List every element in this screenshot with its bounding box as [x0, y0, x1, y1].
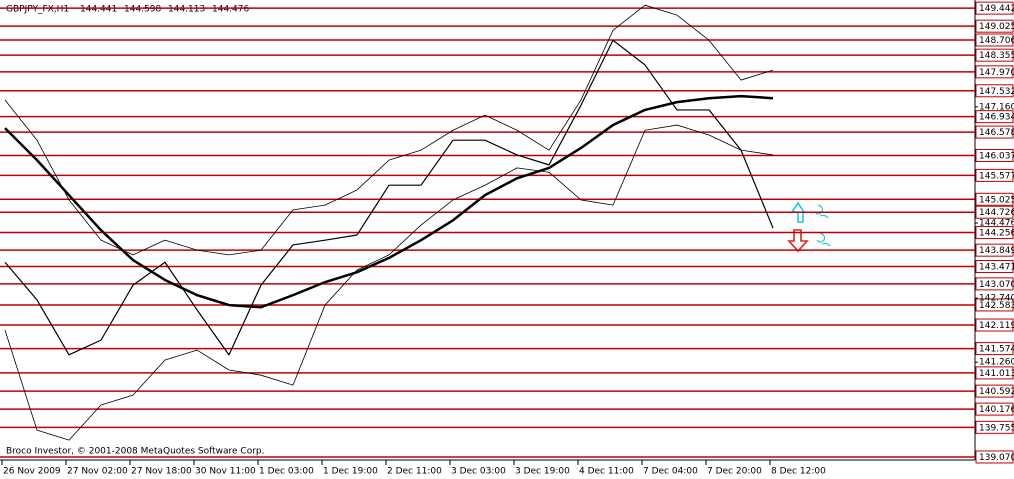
x-tick-label: 1 Dec 03:00 [259, 467, 314, 477]
level-label: 140.592 [979, 387, 1014, 397]
y-tick-label: 142.740 [979, 294, 1014, 304]
level-label: 143.070 [979, 280, 1014, 290]
x-tick-label: 2 Dec 11:00 [387, 467, 442, 477]
level-label: 144.256 [979, 229, 1014, 239]
level-label-box [975, 318, 1014, 332]
level-label-box [975, 1, 1014, 15]
series-line [4, 94, 774, 309]
level-label-box [975, 298, 1014, 312]
level-label: 142.583 [979, 301, 1014, 311]
ohlc-value: 144.598 [124, 5, 161, 15]
level-label-box [975, 277, 1014, 291]
level-label: 147.970 [979, 68, 1014, 78]
level-label: 144.726 [979, 208, 1014, 218]
y-tick-label: 141.260 [979, 358, 1014, 368]
level-label: 139.070 [979, 453, 1014, 463]
x-tick-label: 27 Nov 02:00 [67, 467, 128, 477]
level-label-box [975, 192, 1014, 206]
ohlc-value: 144.113 [168, 5, 205, 15]
level-label: 143.471 [979, 263, 1014, 273]
level-label-box [975, 260, 1014, 274]
level-label-box [975, 65, 1014, 79]
level-label-box [975, 384, 1014, 398]
level-label: 139.755 [979, 423, 1014, 433]
ohlc-value: 144.441 [80, 5, 117, 15]
level-label-box [975, 84, 1014, 98]
level-label: 147.532 [979, 87, 1014, 97]
x-tick-label: 4 Dec 11:00 [579, 467, 634, 477]
level-label-box [975, 33, 1014, 47]
level-label-box [975, 205, 1014, 219]
level-label-box [975, 19, 1014, 33]
level-label: 146.037 [979, 151, 1014, 161]
level-label: 149.025 [979, 22, 1014, 32]
level-label-box [975, 342, 1014, 356]
level-label-box [975, 420, 1014, 434]
signal-icon [816, 232, 831, 247]
level-label-box [975, 243, 1014, 257]
y-tick-label: 147.160 [979, 102, 1014, 112]
level-label: 146.578 [979, 128, 1014, 138]
level-label-box [975, 402, 1014, 416]
x-tick-label: 7 Dec 20:00 [707, 467, 762, 477]
x-tick-label: 8 Dec 12:00 [771, 467, 826, 477]
x-tick-label: 7 Dec 04:00 [643, 467, 698, 477]
level-label: 149.442 [979, 4, 1014, 14]
x-tick-label: 26 Nov 2009 [3, 467, 61, 477]
level-label: 148.355 [979, 51, 1014, 61]
ohlc-value: 144.476 [212, 5, 249, 15]
level-label-box [975, 148, 1014, 162]
series-line [4, 39, 774, 356]
x-tick-label: 3 Dec 19:00 [515, 467, 570, 477]
level-label-box [975, 48, 1014, 62]
level-label: 148.706 [979, 36, 1014, 46]
level-label-box [975, 226, 1014, 240]
level-label-box [975, 125, 1014, 139]
series-line [4, 124, 774, 441]
level-label: 142.119 [979, 321, 1014, 331]
chart-title: GBPJPY_FX,H1 [6, 5, 69, 15]
series-line [4, 4, 774, 256]
x-tick-label: 27 Nov 18:00 [131, 467, 192, 477]
level-label: 143.849 [979, 246, 1014, 256]
level-label: 145.577 [979, 171, 1014, 181]
y-tick-label: 144.476 [979, 219, 1014, 229]
x-tick-label: 30 Nov 11:00 [195, 467, 256, 477]
level-label: 140.176 [979, 405, 1014, 415]
footer: Broco Investor, © 2001-2008 MetaQuotes S… [6, 447, 265, 457]
level-label-box [975, 110, 1014, 124]
level-label: 141.013 [979, 369, 1014, 379]
level-label: 141.574 [979, 345, 1014, 355]
level-label-box [975, 366, 1014, 380]
level-label: 145.025 [979, 195, 1014, 205]
x-tick-label: 3 Dec 03:00 [451, 467, 506, 477]
x-tick-label: 1 Dec 19:00 [323, 467, 378, 477]
level-label-box [975, 168, 1014, 182]
level-label-box [975, 450, 1014, 464]
level-label: 146.934 [979, 113, 1014, 123]
